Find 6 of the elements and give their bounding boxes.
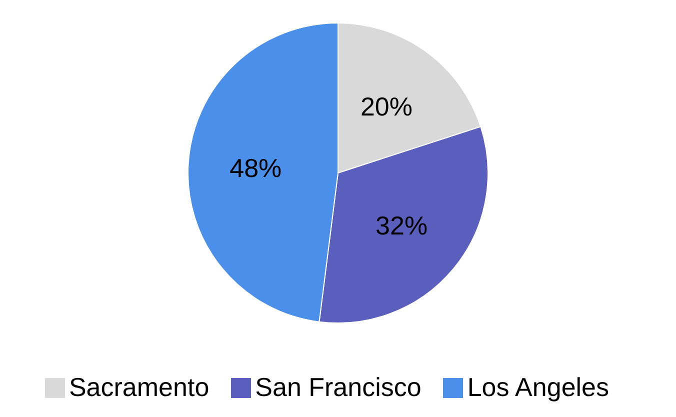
data-label: 48% <box>230 152 282 183</box>
data-label: 20% <box>360 91 413 122</box>
legend-label: San Francisco <box>255 372 422 403</box>
legend-label: Los Angeles <box>467 372 610 403</box>
data-label: 32% <box>376 210 428 241</box>
legend-label: Sacramento <box>68 372 210 403</box>
